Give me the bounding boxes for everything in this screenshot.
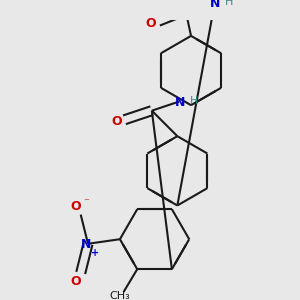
Text: ⁻: ⁻ [83, 197, 89, 207]
Text: N: N [175, 96, 185, 109]
Text: +: + [91, 248, 99, 258]
Text: N: N [209, 0, 220, 11]
Text: O: O [71, 200, 82, 213]
Text: H: H [225, 0, 233, 7]
Text: CH₃: CH₃ [110, 291, 130, 300]
Text: N: N [81, 238, 92, 251]
Text: O: O [112, 115, 122, 128]
Text: H: H [190, 96, 198, 106]
Text: O: O [71, 274, 82, 288]
Text: O: O [146, 16, 156, 30]
